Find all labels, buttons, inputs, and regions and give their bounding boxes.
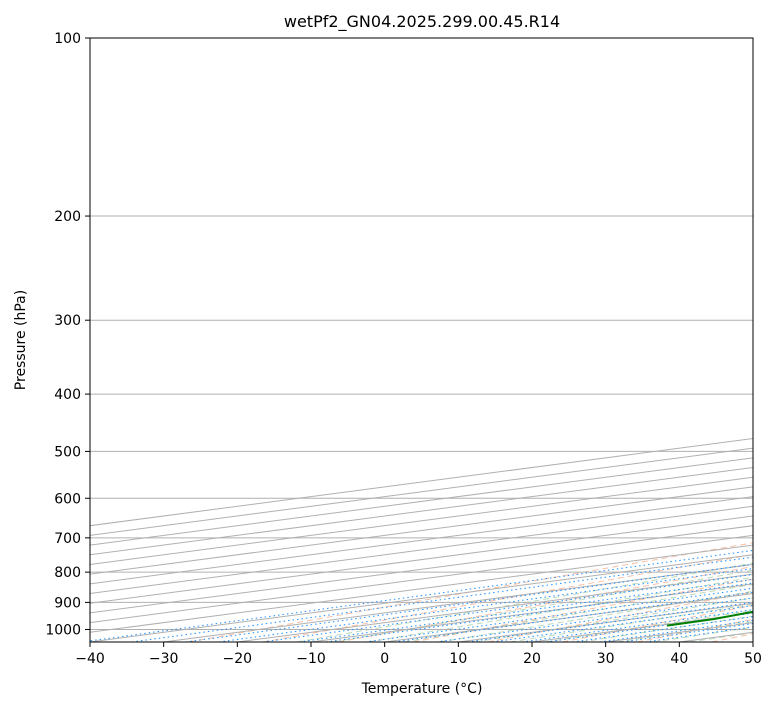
dry-adiabat xyxy=(338,566,753,642)
moist-adiabats xyxy=(296,562,753,642)
mixing-ratio-lines xyxy=(90,549,753,642)
y-tick-label: 700 xyxy=(54,531,81,547)
isotherm-line xyxy=(90,457,753,546)
x-tick-label: −20 xyxy=(223,651,253,667)
y-tick-label: 600 xyxy=(54,491,81,507)
y-tick-label: 900 xyxy=(54,595,81,611)
y-tick-label: 1000 xyxy=(45,622,81,638)
y-tick-label: 800 xyxy=(54,565,81,581)
chart-title: wetPf2_GN04.2025.299.00.45.R14 xyxy=(284,12,560,32)
isotherm-line xyxy=(90,515,753,604)
x-axis: −40 −30 −20 −10 0 10 20 30 40 50 xyxy=(75,642,762,667)
dry-adiabats xyxy=(188,542,753,642)
x-tick-label: −40 xyxy=(75,651,105,667)
x-tick-label: 20 xyxy=(523,651,541,667)
isotherm-line xyxy=(90,476,753,565)
y-tick-label: 400 xyxy=(54,387,81,403)
x-tick-label: 10 xyxy=(449,651,467,667)
x-tick-label: −10 xyxy=(296,651,326,667)
x-axis-title: Temperature (°C) xyxy=(361,681,483,697)
isotherm-line xyxy=(90,505,753,595)
y-axis: 100 200 300 400 500 600 700 800 900 1000 xyxy=(45,31,90,638)
mixing-ratio-line xyxy=(262,573,753,642)
y-tick-label: 300 xyxy=(54,313,81,329)
mixing-ratio-line xyxy=(90,549,753,642)
isobars xyxy=(90,38,753,630)
x-tick-label: 40 xyxy=(670,651,688,667)
x-tick-label: 30 xyxy=(597,651,615,667)
mixing-ratio-line xyxy=(218,568,753,642)
moist-adiabat xyxy=(296,562,753,642)
isotherm-line xyxy=(90,525,753,614)
mixing-ratio-line xyxy=(299,578,753,642)
isotherm-line xyxy=(90,467,753,556)
plot-frame xyxy=(89,37,754,643)
moist-adiabat xyxy=(368,576,753,642)
x-tick-label: −30 xyxy=(149,651,179,667)
isotherms xyxy=(90,437,753,642)
x-tick-label: 50 xyxy=(744,651,762,667)
mixing-ratio-line xyxy=(326,582,753,642)
isotherm-line xyxy=(90,496,753,585)
y-axis-title: Pressure (hPa) xyxy=(13,290,29,390)
isotherm-line xyxy=(90,534,753,624)
y-tick-label: 500 xyxy=(54,444,81,460)
x-tick-label: 0 xyxy=(380,651,389,667)
isotherm-line xyxy=(90,486,753,575)
plot-area: 0.10.20.40.611.52346810131620253036-100-… xyxy=(90,38,753,642)
y-tick-label: 100 xyxy=(54,31,81,47)
y-tick-label: 200 xyxy=(54,209,81,225)
